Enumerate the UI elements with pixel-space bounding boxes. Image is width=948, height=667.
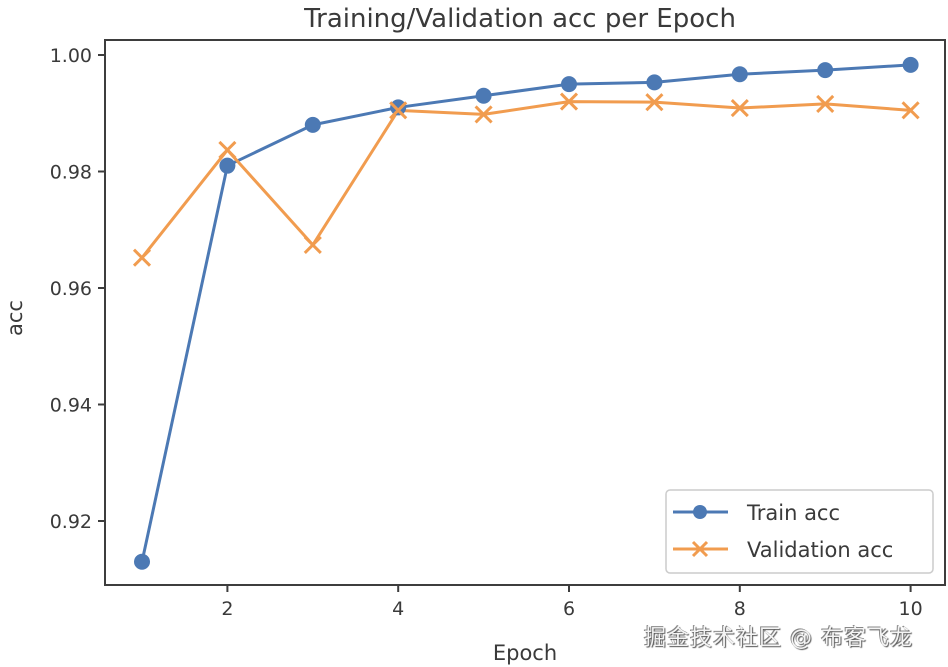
legend-x-marker-icon <box>691 540 709 558</box>
x-tick-label: 6 <box>563 598 575 620</box>
validation-point <box>389 101 408 120</box>
train-point <box>902 56 919 73</box>
train-point <box>475 87 492 104</box>
y-tick-label: 0.94 <box>50 395 92 417</box>
x-axis-label: Epoch <box>493 641 557 665</box>
train-point <box>817 62 834 79</box>
validation-point <box>474 105 493 124</box>
validation-point <box>303 235 322 254</box>
plot-area <box>132 56 920 570</box>
validation-point <box>730 98 749 118</box>
legend-box <box>665 489 934 574</box>
train-point <box>134 553 150 570</box>
watermark: 掘金技术社区 @ 布客飞龙 <box>644 626 913 651</box>
legend: Train acc Validation acc <box>665 489 934 574</box>
validation-point <box>901 101 920 120</box>
legend-circle-marker-icon <box>693 505 707 519</box>
train-point <box>390 99 407 116</box>
x-tick-label: 4 <box>392 598 404 620</box>
validation-point <box>645 93 664 112</box>
x-tick-label: 8 <box>734 598 746 620</box>
train-line <box>140 63 911 563</box>
y-tick-label: 1.00 <box>50 45 92 67</box>
train-point <box>731 66 748 83</box>
validation-point <box>132 248 152 267</box>
chart-title: Training/Validation acc per Epoch <box>303 4 736 34</box>
y-tick-label: 0.96 <box>50 278 92 300</box>
y-axis-ticks: 0.92 0.94 0.96 0.98 1.00 <box>50 45 105 533</box>
y-axis-label: acc <box>3 300 27 336</box>
legend-train-label: Train acc <box>746 501 840 525</box>
validation-point <box>816 94 835 113</box>
y-tick-label: 0.92 <box>50 511 92 533</box>
x-axis-ticks: 2 4 6 8 10 <box>221 585 923 620</box>
train-point <box>646 74 663 91</box>
validation-line <box>140 100 911 259</box>
y-tick-label: 0.98 <box>50 162 92 184</box>
validation-point <box>218 140 237 160</box>
x-tick-label: 10 <box>899 598 923 620</box>
x-tick-label: 2 <box>221 598 233 620</box>
axes-frame <box>104 39 946 586</box>
validation-point <box>559 92 579 111</box>
legend-validation-label: Validation acc <box>747 538 893 562</box>
train-point <box>219 157 236 174</box>
train-point <box>561 76 577 93</box>
train-point <box>304 116 321 133</box>
